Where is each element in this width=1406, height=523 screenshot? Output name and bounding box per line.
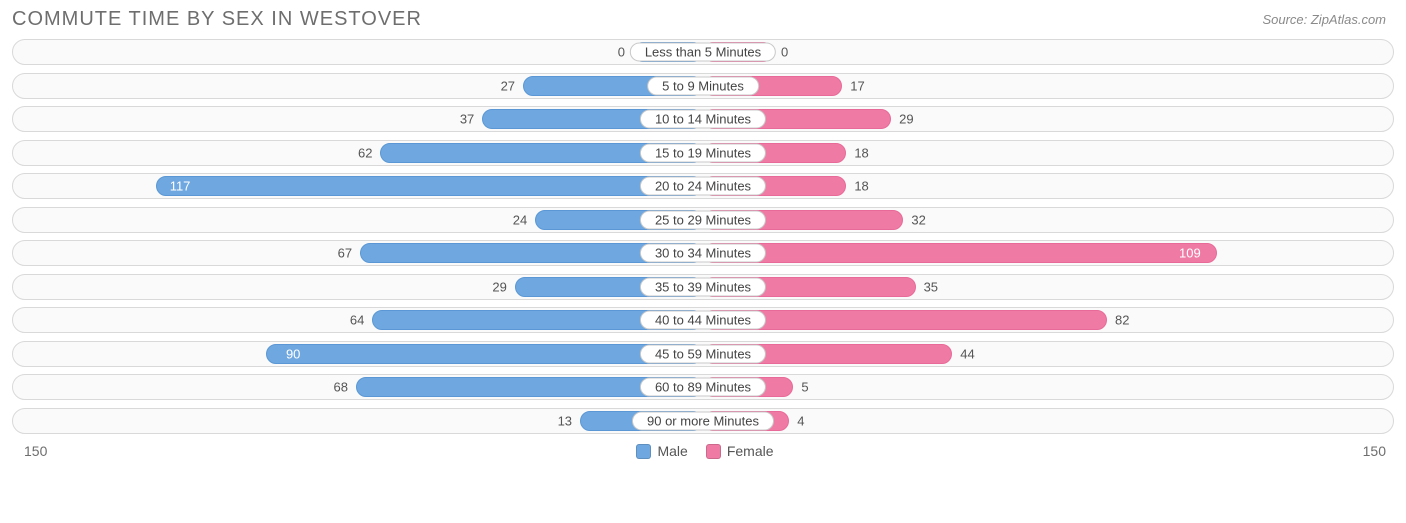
legend: Male Female — [636, 443, 773, 459]
axis-right-max: 150 — [1363, 443, 1386, 459]
female-value: 4 — [797, 413, 804, 428]
male-value: 0 — [618, 45, 625, 60]
male-value: 117 — [170, 179, 191, 194]
female-bar — [703, 243, 1217, 263]
male-value: 24 — [513, 212, 527, 227]
male-value: 27 — [501, 78, 515, 93]
male-value: 90 — [286, 346, 300, 361]
commute-chart: COMMUTE TIME BY SEX IN WESTOVER Source: … — [0, 0, 1406, 523]
male-value: 64 — [350, 313, 364, 328]
chart-rows: Less than 5 Minutes 0 0 5 to 9 Minutes 27 17 1… — [0, 35, 1406, 434]
legend-item: Male — [636, 443, 687, 459]
chart-row: 15 to 19 Minutes 62 18 — [12, 140, 1394, 166]
chart-footer: 150 Male Female 150 — [0, 441, 1406, 459]
category-pill: 40 to 44 Minutes — [640, 311, 766, 330]
chart-row: 90 or more Minutes 13 4 — [12, 408, 1394, 434]
female-value: 35 — [924, 279, 938, 294]
legend-label: Male — [657, 443, 687, 459]
female-value: 82 — [1115, 313, 1129, 328]
legend-swatch — [636, 444, 651, 459]
category-pill: Less than 5 Minutes — [630, 43, 776, 62]
category-pill: 35 to 39 Minutes — [640, 277, 766, 296]
chart-title: COMMUTE TIME BY SEX IN WESTOVER — [12, 8, 422, 31]
female-value: 109 — [1179, 246, 1201, 261]
female-value: 18 — [854, 145, 868, 160]
female-value: 18 — [854, 179, 868, 194]
female-value: 5 — [801, 380, 808, 395]
chart-row: 5 to 9 Minutes 27 17 — [12, 73, 1394, 99]
male-bar — [266, 344, 703, 364]
chart-row: 45 to 59 Minutes 90 44 — [12, 341, 1394, 367]
category-pill: 20 to 24 Minutes — [640, 177, 766, 196]
chart-row: 20 to 24 Minutes 117 18 — [12, 173, 1394, 199]
male-value: 68 — [334, 380, 348, 395]
category-pill: 60 to 89 Minutes — [640, 378, 766, 397]
chart-row: 10 to 14 Minutes 37 29 — [12, 106, 1394, 132]
axis-left-max: 150 — [24, 443, 47, 459]
category-pill: 10 to 14 Minutes — [640, 110, 766, 129]
chart-row: 40 to 44 Minutes 64 82 — [12, 307, 1394, 333]
legend-swatch — [706, 444, 721, 459]
male-value: 62 — [358, 145, 372, 160]
male-value: 37 — [460, 112, 474, 127]
chart-source: Source: ZipAtlas.com — [1262, 12, 1386, 27]
chart-row: 35 to 39 Minutes 29 35 — [12, 274, 1394, 300]
female-value: 32 — [911, 212, 925, 227]
male-bar — [156, 176, 703, 196]
chart-header: COMMUTE TIME BY SEX IN WESTOVER Source: … — [0, 0, 1406, 35]
male-value: 67 — [338, 246, 352, 261]
female-value: 29 — [899, 112, 913, 127]
category-pill: 15 to 19 Minutes — [640, 143, 766, 162]
legend-label: Female — [727, 443, 774, 459]
female-value: 0 — [781, 45, 788, 60]
category-pill: 25 to 29 Minutes — [640, 210, 766, 229]
category-pill: 90 or more Minutes — [632, 411, 774, 430]
category-pill: 30 to 34 Minutes — [640, 244, 766, 263]
male-value: 29 — [492, 279, 506, 294]
category-pill: 45 to 59 Minutes — [640, 344, 766, 363]
chart-row: 30 to 34 Minutes 67 109 — [12, 240, 1394, 266]
female-value: 17 — [850, 78, 864, 93]
category-pill: 5 to 9 Minutes — [647, 76, 759, 95]
chart-row: 60 to 89 Minutes 68 5 — [12, 374, 1394, 400]
male-value: 13 — [558, 413, 572, 428]
chart-row: 25 to 29 Minutes 24 32 — [12, 207, 1394, 233]
chart-row: Less than 5 Minutes 0 0 — [12, 39, 1394, 65]
legend-item: Female — [706, 443, 774, 459]
female-value: 44 — [960, 346, 974, 361]
